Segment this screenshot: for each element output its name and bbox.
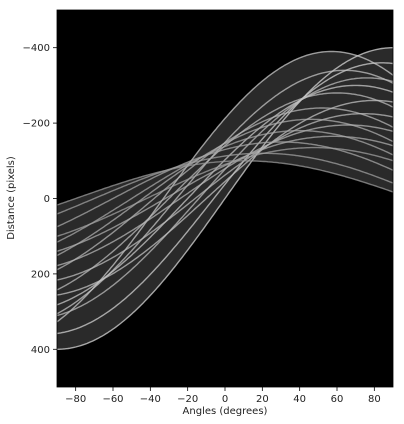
x-tick-label: 20: [256, 394, 269, 405]
x-tick-label: 60: [331, 394, 344, 405]
x-tick-label: 0: [222, 394, 228, 405]
sinusoid-curve: [56, 99, 394, 296]
sinusoid-curve: [57, 47, 393, 350]
x-tick-label: 40: [293, 394, 306, 405]
sinusoid-curve: [56, 152, 394, 215]
y-axis-label: Distance (pixels): [6, 156, 17, 240]
sinusoid-curve: [56, 160, 394, 206]
sinusoid-curve: [56, 135, 394, 252]
y-tick-label: 200: [31, 269, 50, 280]
sinusoid-curve: [56, 141, 394, 228]
x-tick-label: −20: [177, 394, 198, 405]
x-axis-label: Angles (degrees): [183, 406, 268, 417]
sinusoid-curve: [56, 84, 394, 306]
sinusoid-curve: [56, 124, 394, 267]
sinusoid-curve: [56, 146, 394, 237]
sinusoid-curve: [56, 62, 394, 335]
sinusoid-curves: [56, 47, 394, 350]
y-tick-label: −400: [23, 43, 50, 54]
sinusoid-curve: [56, 118, 394, 257]
y-tick-label: 0: [44, 194, 50, 205]
y-tick-label: 400: [31, 345, 50, 356]
sinusoid-curve: [56, 112, 394, 281]
sinusoid-curve: [56, 129, 394, 243]
sinusoid-curve: [56, 92, 394, 291]
sinusoid-curve: [56, 50, 394, 323]
x-tick-label: 80: [368, 394, 381, 405]
x-tick-label: −60: [102, 394, 123, 405]
x-tick-label: −80: [65, 394, 86, 405]
x-axis-ticks: −80 −60 −40 −20 0 20 40 60 80: [65, 387, 381, 405]
x-tick-label: −40: [140, 394, 161, 405]
y-tick-label: −200: [23, 119, 50, 130]
y-axis-ticks: −400 −200 0 200 400: [23, 43, 57, 356]
